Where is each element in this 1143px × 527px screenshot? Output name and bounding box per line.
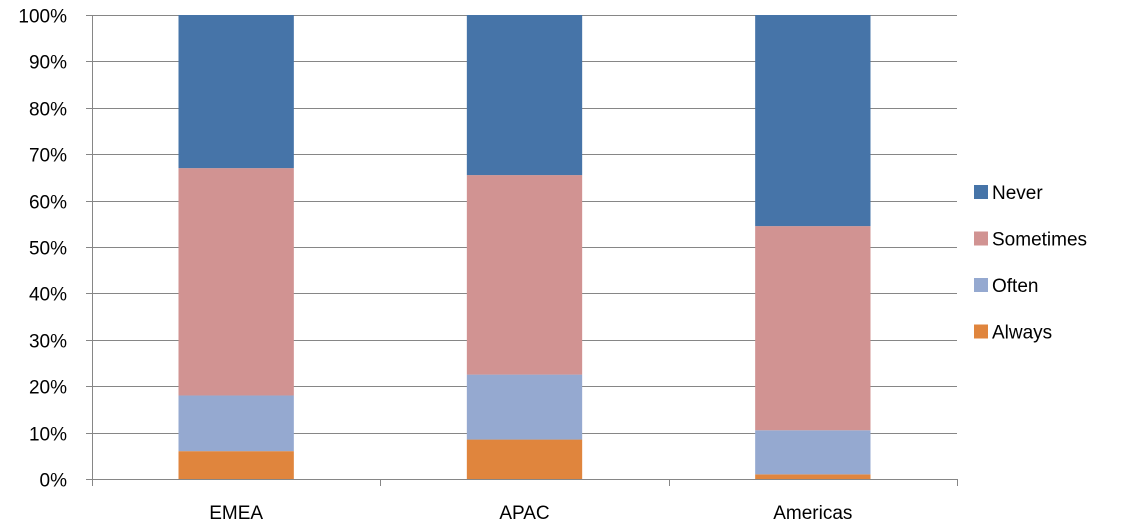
legend: Never Sometimes Often Always	[974, 183, 1087, 344]
bar-segment-always-emea	[178, 451, 294, 479]
bar-segment-sometimes-emea	[178, 168, 294, 396]
axes	[86, 15, 958, 486]
legend-label-sometimes: Sometimes	[992, 230, 1087, 251]
bar-segment-sometimes-apac	[466, 175, 583, 375]
y-axis-tick-label: 20%	[29, 378, 67, 399]
bar-segment-often-apac	[466, 374, 583, 440]
bar-segment-never-americas	[755, 15, 871, 227]
x-axis-tick-labels: EMEA APAC Americas	[209, 503, 852, 524]
legend-label-often: Often	[992, 276, 1038, 297]
bar-segment-never-emea	[178, 15, 294, 169]
y-axis-tick-label: 10%	[29, 425, 67, 446]
x-axis-tick-label: EMEA	[209, 503, 263, 524]
y-axis-tick-label: 30%	[29, 332, 67, 353]
y-axis-tick-label: 70%	[29, 146, 67, 167]
bar-segment-always-americas	[755, 474, 871, 479]
x-axis-tick-label: Americas	[773, 503, 852, 524]
bar-segment-often-emea	[178, 395, 294, 452]
y-axis-tick-labels: 0% 10% 20% 30% 40% 50% 60% 70% 80% 90% 100%	[18, 7, 67, 492]
y-axis-tick-label: 80%	[29, 100, 67, 121]
y-axis-tick-label: 0%	[40, 471, 68, 492]
y-axis-tick-label: 40%	[29, 285, 67, 306]
bar-segment-sometimes-americas	[755, 226, 871, 431]
y-axis-tick-label: 50%	[29, 239, 67, 260]
y-axis-tick-label: 100%	[18, 7, 67, 28]
bars	[178, 15, 871, 479]
y-axis-tick-label: 90%	[29, 53, 67, 74]
legend-label-never: Never	[992, 183, 1043, 204]
bar-segment-always-apac	[466, 439, 583, 479]
legend-swatch-often	[974, 278, 988, 292]
legend-label-always: Always	[992, 323, 1052, 344]
legend-swatch-always	[974, 324, 988, 339]
legend-swatch-sometimes	[974, 231, 988, 246]
legend-swatch-never	[974, 185, 988, 199]
x-axis-tick-label: APAC	[499, 503, 549, 524]
bar-segment-often-americas	[755, 430, 871, 475]
bar-segment-never-apac	[466, 15, 583, 176]
y-axis-tick-label: 60%	[29, 193, 67, 214]
